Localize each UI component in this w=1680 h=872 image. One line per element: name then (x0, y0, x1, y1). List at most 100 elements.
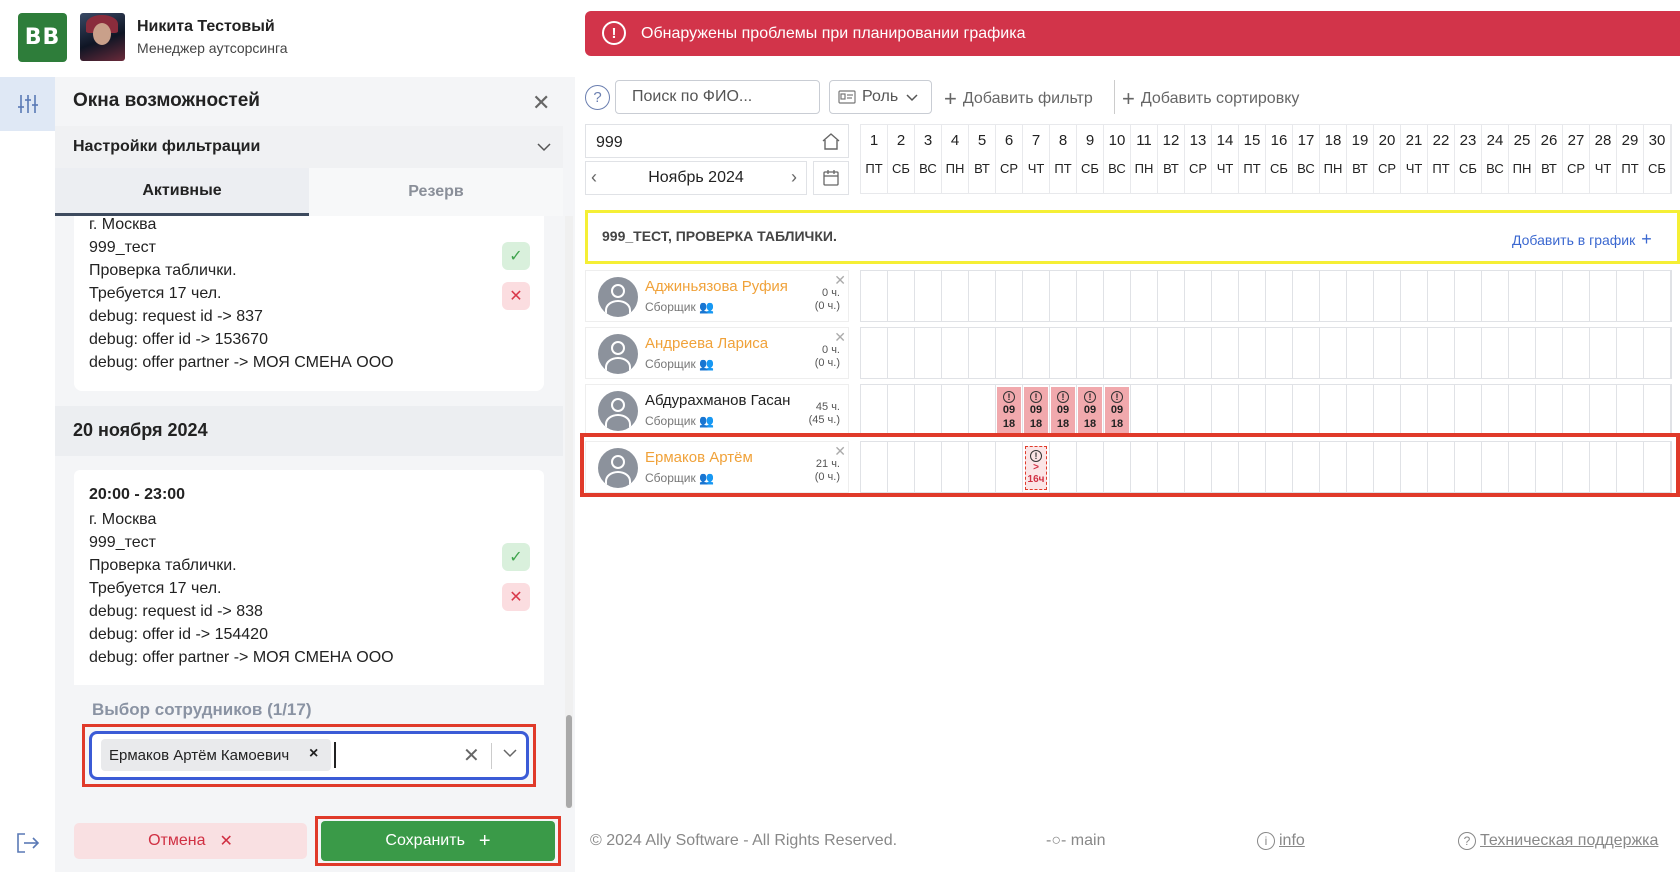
schedule-cell[interactable] (1590, 328, 1617, 378)
schedule-cell[interactable] (1347, 385, 1374, 435)
schedule-cell[interactable] (942, 442, 969, 492)
schedule-cell[interactable] (1401, 442, 1428, 492)
employee-row[interactable]: Ермаков Артём Сборщик 👥 21 ч. (0 ч.) ✕ (585, 441, 849, 493)
store-code-field[interactable]: 999 (585, 124, 849, 158)
pending-shift-block[interactable]: ! >16ч (1025, 446, 1047, 490)
remove-icon[interactable]: ✕ (834, 443, 846, 459)
user-avatar[interactable] (80, 13, 125, 61)
schedule-cell[interactable] (1482, 271, 1509, 321)
shift-block[interactable]: ! 09 18 (1024, 387, 1048, 433)
accept-button[interactable]: ✓ (502, 242, 530, 270)
schedule-cell[interactable] (1536, 442, 1563, 492)
schedule-cell[interactable] (1320, 271, 1347, 321)
schedule-cell[interactable] (1617, 385, 1644, 435)
schedule-cell[interactable] (1293, 328, 1320, 378)
chevron-down-icon[interactable] (535, 138, 553, 161)
app-logo[interactable]: BB (18, 13, 67, 62)
shift-block[interactable]: ! 09 18 (1051, 387, 1075, 433)
schedule-cell[interactable] (1266, 442, 1293, 492)
logout-button[interactable] (16, 832, 42, 856)
schedule-cell[interactable] (1104, 271, 1131, 321)
schedule-cell[interactable] (1077, 328, 1104, 378)
reject-button[interactable]: ✕ (502, 583, 530, 611)
schedule-cell[interactable] (1455, 328, 1482, 378)
schedule-cell[interactable] (1374, 328, 1401, 378)
schedule-cell[interactable] (969, 271, 996, 321)
add-filter-button[interactable]: + Добавить фильтр (944, 86, 1093, 112)
help-icon[interactable]: ? (585, 85, 610, 110)
shift-block[interactable]: ! 09 18 (1105, 387, 1129, 433)
clear-icon[interactable]: ✕ (463, 745, 480, 767)
add-to-schedule-button[interactable]: Добавить в график + (1512, 229, 1652, 250)
schedule-cell[interactable] (1293, 271, 1320, 321)
schedule-cell[interactable] (1374, 385, 1401, 435)
schedule-cell[interactable] (1131, 271, 1158, 321)
schedule-cell[interactable]: ! 09 18 (996, 385, 1023, 435)
schedule-cell[interactable] (1347, 442, 1374, 492)
employee-name[interactable]: Абдурахманов Гасан (645, 392, 791, 409)
save-button[interactable]: Сохранить + (321, 821, 555, 861)
schedule-cell[interactable] (1563, 271, 1590, 321)
schedule-cell[interactable] (942, 271, 969, 321)
chevron-left-icon[interactable]: ‹ (591, 167, 597, 187)
schedule-cell[interactable] (1428, 442, 1455, 492)
schedule-cell[interactable] (1212, 385, 1239, 435)
schedule-cell[interactable] (1293, 385, 1320, 435)
schedule-cell[interactable] (1536, 271, 1563, 321)
schedule-cell[interactable] (996, 442, 1023, 492)
schedule-cell[interactable] (888, 328, 915, 378)
schedule-cell[interactable] (1347, 271, 1374, 321)
schedule-cell[interactable] (915, 385, 942, 435)
schedule-cell[interactable] (1023, 328, 1050, 378)
schedule-cell[interactable] (1644, 271, 1671, 321)
schedule-cell[interactable] (1212, 271, 1239, 321)
schedule-cell[interactable] (1374, 442, 1401, 492)
employee-row[interactable]: Абдурахманов Гасан Сборщик 👥 45 ч. (45 ч… (585, 384, 849, 436)
schedule-cell[interactable] (1509, 385, 1536, 435)
schedule-cell[interactable] (1590, 442, 1617, 492)
schedule-cell[interactable] (1104, 328, 1131, 378)
chip-remove-icon[interactable]: × (309, 745, 319, 762)
schedule-cell[interactable] (1617, 271, 1644, 321)
schedule-cell[interactable] (1239, 328, 1266, 378)
schedule-cell[interactable] (1536, 385, 1563, 435)
schedule-cell[interactable] (1077, 271, 1104, 321)
schedule-cell[interactable] (1320, 385, 1347, 435)
schedule-cell[interactable] (1320, 328, 1347, 378)
schedule-cell[interactable] (942, 385, 969, 435)
schedule-cell[interactable] (888, 442, 915, 492)
schedule-cell[interactable] (1266, 271, 1293, 321)
employee-row[interactable]: Андреева Лариса Сборщик 👥 0 ч. (0 ч.) ✕ (585, 327, 849, 379)
schedule-cell[interactable] (1509, 328, 1536, 378)
schedule-cell[interactable] (969, 328, 996, 378)
reject-button[interactable]: ✕ (502, 282, 530, 310)
schedule-cell[interactable] (1131, 328, 1158, 378)
schedule-cell[interactable] (861, 442, 888, 492)
schedule-cell[interactable] (1158, 328, 1185, 378)
info-link[interactable]: i info (1257, 832, 1305, 850)
schedule-cell[interactable] (969, 442, 996, 492)
schedule-cell[interactable] (1212, 328, 1239, 378)
schedule-cell[interactable] (1563, 328, 1590, 378)
role-dropdown[interactable]: Роль (829, 80, 932, 114)
schedule-cell[interactable] (1077, 442, 1104, 492)
schedule-cell[interactable] (1455, 271, 1482, 321)
accept-button[interactable]: ✓ (502, 543, 530, 571)
employee-name[interactable]: Ермаков Артём (645, 449, 753, 466)
schedule-cell[interactable] (1509, 271, 1536, 321)
schedule-cell[interactable] (861, 271, 888, 321)
remove-icon[interactable]: ✕ (834, 272, 846, 288)
chevron-right-icon[interactable]: › (791, 167, 797, 187)
add-sort-button[interactable]: + Добавить сортировку (1122, 86, 1299, 112)
employee-name[interactable]: Андреева Лариса (645, 335, 769, 352)
schedule-cell[interactable] (996, 271, 1023, 321)
schedule-cell[interactable] (888, 385, 915, 435)
shift-block[interactable]: ! 09 18 (997, 387, 1021, 433)
schedule-cell[interactable] (1644, 442, 1671, 492)
schedule-cell[interactable] (915, 271, 942, 321)
schedule-cell[interactable] (1266, 328, 1293, 378)
schedule-cell[interactable] (1050, 271, 1077, 321)
schedule-cell[interactable] (1347, 328, 1374, 378)
support-link[interactable]: ? Техническая поддержка (1458, 832, 1658, 850)
schedule-cell[interactable] (1482, 328, 1509, 378)
